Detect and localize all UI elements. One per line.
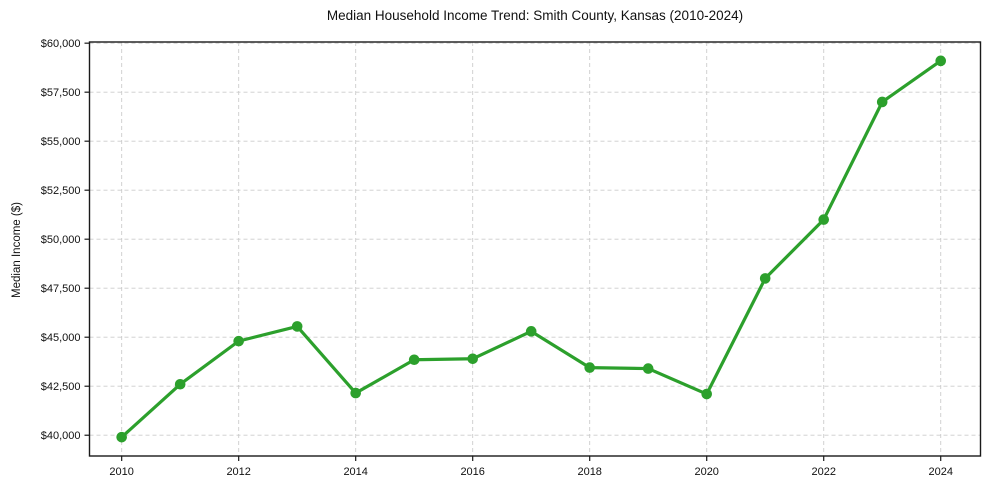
y-tick-label: $50,000	[41, 234, 81, 246]
y-tick-label: $55,000	[41, 136, 81, 148]
data-point-marker	[291, 321, 303, 332]
data-point-marker	[818, 214, 830, 225]
data-point-marker	[759, 273, 771, 284]
y-tick-label: $57,500	[41, 87, 81, 99]
trend-line	[120, 59, 943, 439]
data-point-marker	[350, 387, 361, 399]
x-tick-label: 2016	[460, 466, 484, 478]
data-point-marker	[525, 326, 537, 337]
data-point-marker	[701, 388, 713, 400]
y-tick-label: $42,500	[41, 381, 81, 393]
data-point-marker	[408, 354, 420, 366]
data-point-marker	[116, 431, 127, 443]
data-point-marker	[467, 353, 478, 365]
data-point-marker	[935, 55, 947, 67]
data-point-marker	[584, 362, 596, 373]
data-point-marker	[174, 378, 186, 390]
y-tick-label: $60,000	[41, 38, 81, 50]
data-point-marker	[876, 96, 888, 108]
y-tick-label: $47,500	[41, 283, 81, 295]
x-tick-label: 2024	[928, 466, 952, 478]
plot-frame	[88, 41, 982, 457]
x-tick-label: 2022	[811, 466, 835, 478]
y-tick-label: $45,000	[41, 332, 81, 344]
data-point-marker	[642, 363, 654, 374]
x-tick-label: 2018	[577, 466, 601, 478]
x-tick-label: 2012	[226, 466, 250, 478]
data-point-marker	[233, 335, 244, 347]
x-tick-label: 2010	[109, 466, 133, 478]
y-tick-label: $40,000	[41, 430, 81, 442]
chart-title: Median Household Income Trend: Smith Cou…	[326, 8, 744, 23]
x-tick-label: 2020	[694, 466, 718, 478]
x-tick-label: 2014	[343, 466, 367, 478]
y-tick-label: $52,500	[41, 185, 81, 197]
